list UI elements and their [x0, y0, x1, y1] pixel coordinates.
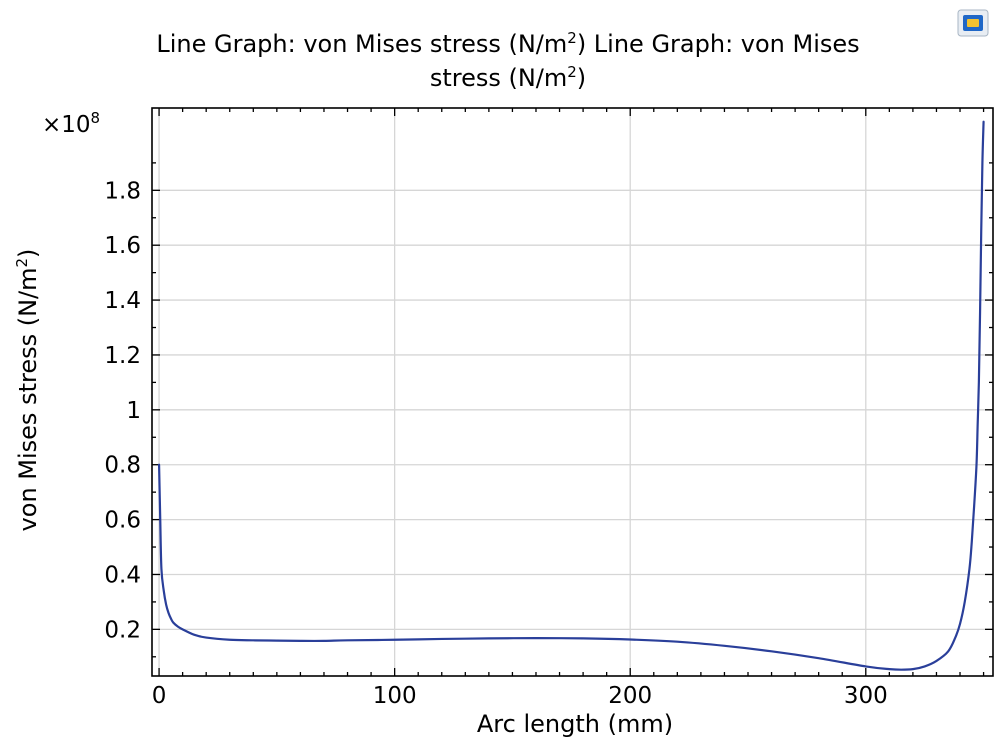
y-tick-label: 1	[126, 398, 141, 424]
y-tick-label: 1.8	[104, 178, 141, 204]
y-tick-label: 0.6	[104, 508, 141, 534]
plot-frame	[151, 107, 994, 677]
grid	[152, 108, 993, 676]
x-tick-label: 200	[608, 683, 652, 709]
y-tick-label: 1.6	[104, 233, 141, 259]
y-tick-label: 1.4	[104, 288, 141, 314]
app-window-icon[interactable]	[957, 9, 989, 37]
x-axis-label: Arc length (mm)	[477, 710, 673, 738]
x-tick-label: 100	[373, 683, 417, 709]
y-axis-multiplier: ×108	[42, 109, 100, 138]
y-tick-label: 0.4	[104, 562, 141, 588]
y-tick-label: 1.2	[104, 343, 141, 369]
chart-title-line-2: stress (N/m2)	[430, 63, 586, 92]
chart-title-line-1: Line Graph: von Mises stress (N/m2) Line…	[156, 29, 859, 58]
x-tick-label: 300	[844, 683, 888, 709]
series-line-von-mises-stress	[157, 120, 985, 671]
y-tick-label: 0.2	[104, 617, 141, 643]
x-tick-label: 0	[152, 683, 167, 709]
y-axis-label: von Mises stress (N/m2)	[13, 249, 42, 532]
axis-ticks	[152, 108, 993, 676]
axis-tick-labels: 0 100 200 300 0.2 0.4 0.6 0.8 1 1.2 1.4 1.6 1.8	[104, 178, 887, 709]
y-tick-label: 0.8	[104, 453, 141, 479]
